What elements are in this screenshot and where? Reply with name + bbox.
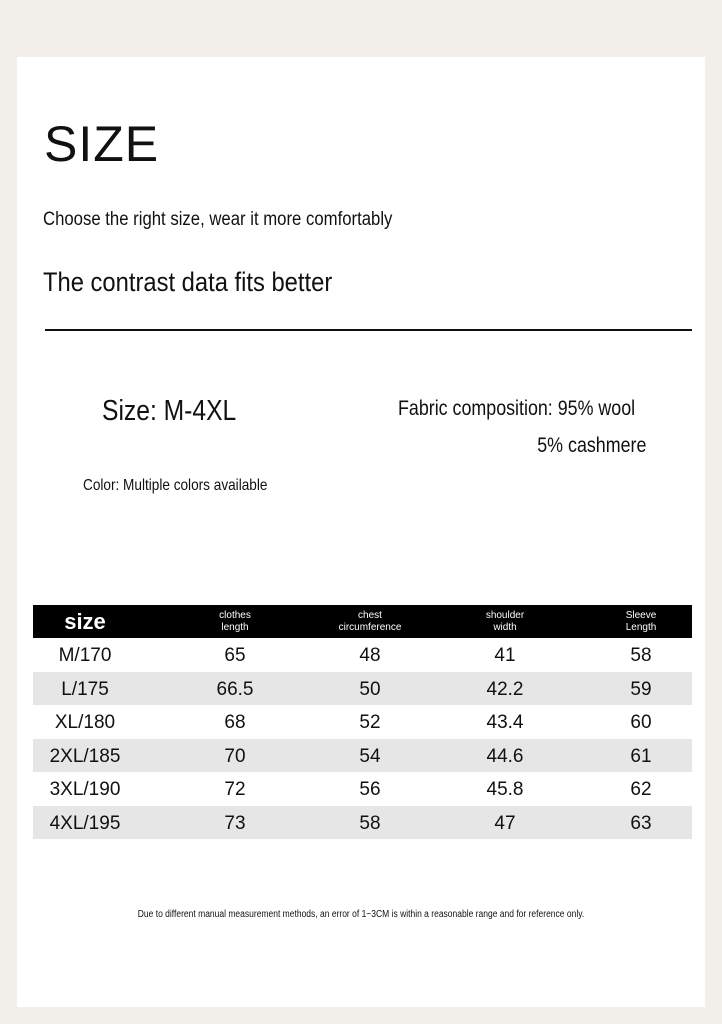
table-cell: 58 [359, 812, 381, 834]
table-cell: 58 [630, 645, 652, 666]
title: SIZE [44, 116, 160, 172]
table-cell: 56 [359, 779, 381, 800]
table-cell: 50 [359, 678, 381, 700]
table-row: 4XL/195 73 58 47 63 [33, 805, 692, 839]
table-cell: 54 [359, 745, 381, 767]
header-line: Length [625, 621, 657, 633]
header-line: shoulder [485, 609, 525, 621]
fabric-line: Fabric composition: 95% wool [398, 397, 636, 420]
table-cell: 68 [224, 712, 246, 733]
footer-note: Due to different manual measurement meth… [137, 909, 585, 920]
table-cell: 48 [359, 645, 381, 666]
table-cell: 62 [630, 779, 652, 800]
table-cell: 44.6 [486, 745, 524, 767]
table-cell: M/170 [58, 645, 112, 666]
column-header: chest circumference [315, 605, 425, 638]
table-row: M/170 65 48 41 58 [33, 638, 692, 672]
table-cell: 2XL/185 [49, 745, 121, 767]
table-cell: 41 [494, 645, 516, 666]
table-cell: 42.2 [486, 678, 524, 700]
size-range: Size: M-4XL [102, 395, 237, 427]
table-cell: XL/180 [54, 712, 116, 733]
header-line: length [221, 621, 249, 633]
table-cell: 66.5 [216, 678, 254, 700]
table-body: M/170 65 48 41 58 L/175 66.5 50 42.2 59 XL/180 68 52… [33, 638, 692, 839]
column-header: shoulder width [450, 605, 560, 638]
header-line: clothes [219, 609, 251, 621]
table-cell: L/175 [61, 678, 109, 700]
table-row: 3XL/190 72 56 45.8 62 [33, 772, 692, 806]
table-row: L/175 66.5 50 42.2 59 [33, 671, 692, 705]
table-cell: 47 [494, 812, 516, 834]
size-table: size clothes length chest circumference shoul… [33, 605, 692, 839]
table-row: 2XL/185 70 54 44.6 61 [33, 738, 692, 772]
card: SIZE Choose the right size, wear it more… [17, 57, 705, 1007]
table-cell: 60 [630, 712, 652, 733]
table-cell: 45.8 [486, 779, 524, 800]
table-cell: 72 [224, 779, 246, 800]
table-cell: 61 [630, 745, 652, 767]
column-header: size [30, 605, 140, 638]
header-line: width [493, 621, 517, 633]
header-line: circumference [338, 621, 402, 633]
table-cell: 3XL/190 [49, 779, 121, 800]
column-header: Sleeve Length [586, 605, 696, 638]
table-cell: 43.4 [486, 712, 524, 733]
column-header: clothes length [180, 605, 290, 638]
table-cell: 52 [359, 712, 381, 733]
table-cell: 63 [630, 812, 652, 834]
table-cell: 65 [224, 645, 246, 666]
table-cell: 59 [630, 678, 652, 700]
subtitle: Choose the right size, wear it more comf… [43, 209, 393, 230]
fabric-line: 5% cashmere [536, 434, 646, 457]
tagline: The contrast data fits better [43, 267, 333, 297]
table-cell: 73 [224, 812, 246, 834]
color-info: Color: Multiple colors available [83, 477, 268, 494]
table-cell: 4XL/195 [49, 812, 121, 834]
table-cell: 70 [224, 745, 246, 767]
header-line: chest [358, 609, 382, 621]
table-header: size clothes length chest circumference shoul… [33, 605, 692, 638]
table-row: XL/180 68 52 43.4 60 [33, 705, 692, 739]
header-line: size [64, 608, 106, 634]
header-line: Sleeve [625, 609, 657, 621]
divider [45, 329, 692, 331]
